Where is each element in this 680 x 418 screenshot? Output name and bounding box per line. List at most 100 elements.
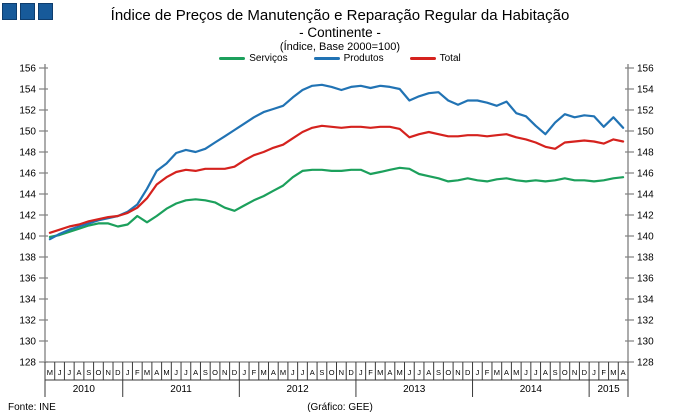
x-month-label: S xyxy=(319,368,324,377)
x-year-label: 2011 xyxy=(170,384,192,395)
x-month-label: A xyxy=(271,368,276,377)
y-tick-label-right: 154 xyxy=(637,85,654,96)
x-month-label: A xyxy=(504,368,509,377)
legend-label-produtos: Produtos xyxy=(343,53,384,64)
chart-legend: Serviços Produtos Total xyxy=(0,53,680,64)
series-line-produtos xyxy=(48,83,625,241)
y-tick-label-left: 152 xyxy=(19,106,36,117)
x-month-label: A xyxy=(193,368,198,377)
series-line-servicos xyxy=(48,166,625,239)
y-tick-label-left: 150 xyxy=(19,127,36,138)
x-month-label: F xyxy=(252,368,257,377)
y-tick-label-right: 156 xyxy=(637,64,654,75)
x-month-label: J xyxy=(408,368,412,377)
chart-index-note: (Índice, Base 2000=100) xyxy=(279,41,401,53)
legend-line-swatch-blue xyxy=(313,57,340,60)
x-month-label: M xyxy=(280,368,286,377)
x-year-label: 2012 xyxy=(287,384,310,395)
x-month-label: O xyxy=(96,368,102,377)
x-month-label: M xyxy=(513,368,519,377)
x-month-label: A xyxy=(621,368,626,377)
x-year-label: 2013 xyxy=(403,384,426,395)
y-tick-label-left: 134 xyxy=(19,295,36,306)
legend-label-total: Total xyxy=(439,53,461,64)
x-year-label: 2015 xyxy=(597,384,620,395)
x-month-label: O xyxy=(329,368,335,377)
y-tick-label-left: 130 xyxy=(19,337,36,348)
y-tick-label-left: 128 xyxy=(19,358,36,369)
x-month-label: D xyxy=(582,368,588,377)
y-tick-label-left: 148 xyxy=(19,148,36,159)
x-month-label: J xyxy=(301,368,305,377)
x-month-label: M xyxy=(397,368,403,377)
x-month-label: A xyxy=(426,368,431,377)
x-month-label: J xyxy=(126,368,130,377)
x-month-label: F xyxy=(485,368,490,377)
x-month-label: M xyxy=(377,368,383,377)
x-month-label: O xyxy=(445,368,451,377)
chart-title: Índice de Preços de Manutenção e Reparaç… xyxy=(110,7,570,24)
x-month-label: A xyxy=(154,368,159,377)
series-line-total xyxy=(48,124,625,234)
x-month-label: J xyxy=(291,368,295,377)
source-note: Fonte: INE xyxy=(8,402,56,413)
x-month-label: N xyxy=(572,368,577,377)
x-month-label: D xyxy=(232,368,238,377)
x-month-label: F xyxy=(135,368,140,377)
y-tick-label-left: 132 xyxy=(19,316,36,327)
x-month-label: F xyxy=(601,368,606,377)
y-tick-label-left: 136 xyxy=(19,274,36,285)
x-month-label: D xyxy=(115,368,121,377)
logo-square-icon xyxy=(2,3,17,20)
y-tick-label-left: 140 xyxy=(19,232,36,243)
x-month-label: J xyxy=(58,368,62,377)
y-tick-label-right: 132 xyxy=(637,316,654,327)
x-month-label: M xyxy=(144,368,150,377)
chart-subtitle: - Continente - xyxy=(299,25,381,40)
x-month-label: N xyxy=(339,368,344,377)
y-tick-label-left: 138 xyxy=(19,253,36,264)
y-tick-label-left: 154 xyxy=(19,85,36,96)
x-year-label: 2010 xyxy=(73,384,96,395)
x-month-label: S xyxy=(553,368,558,377)
y-tick-label-right: 142 xyxy=(637,211,654,222)
x-month-label: A xyxy=(310,368,315,377)
x-month-label: J xyxy=(476,368,480,377)
logo-square-icon xyxy=(20,3,35,20)
x-month-label: S xyxy=(86,368,91,377)
y-tick-label-left: 146 xyxy=(19,169,36,180)
y-tick-label-left: 156 xyxy=(19,64,36,75)
legend-item-servicos: Serviços xyxy=(219,53,288,64)
x-year-label: 2014 xyxy=(520,384,543,395)
logo-squares xyxy=(2,3,53,20)
x-month-label: M xyxy=(261,368,267,377)
logo-square-icon xyxy=(38,3,53,20)
x-month-label: O xyxy=(562,368,568,377)
x-month-label: J xyxy=(534,368,538,377)
x-month-label: S xyxy=(436,368,441,377)
x-month-label: N xyxy=(222,368,227,377)
y-tick-label-left: 142 xyxy=(19,211,36,222)
x-month-label: N xyxy=(105,368,110,377)
x-month-label: S xyxy=(203,368,208,377)
y-tick-label-right: 134 xyxy=(637,295,654,306)
legend-line-swatch-red xyxy=(409,57,436,60)
x-month-label: M xyxy=(163,368,169,377)
x-month-label: J xyxy=(184,368,188,377)
y-tick-label-right: 152 xyxy=(637,106,654,117)
x-month-label: J xyxy=(592,368,596,377)
x-month-label: F xyxy=(368,368,373,377)
y-tick-label-right: 146 xyxy=(637,169,654,180)
y-tick-label-right: 150 xyxy=(637,127,654,138)
legend-item-produtos: Produtos xyxy=(313,53,384,64)
x-month-label: J xyxy=(174,368,178,377)
x-month-label: M xyxy=(610,368,616,377)
x-month-label: M xyxy=(494,368,500,377)
y-tick-label-right: 130 xyxy=(637,337,654,348)
x-month-label: J xyxy=(242,368,246,377)
y-tick-label-right: 138 xyxy=(637,253,654,264)
credit-note: (Gráfico: GEE) xyxy=(307,402,373,413)
x-month-label: D xyxy=(348,368,354,377)
